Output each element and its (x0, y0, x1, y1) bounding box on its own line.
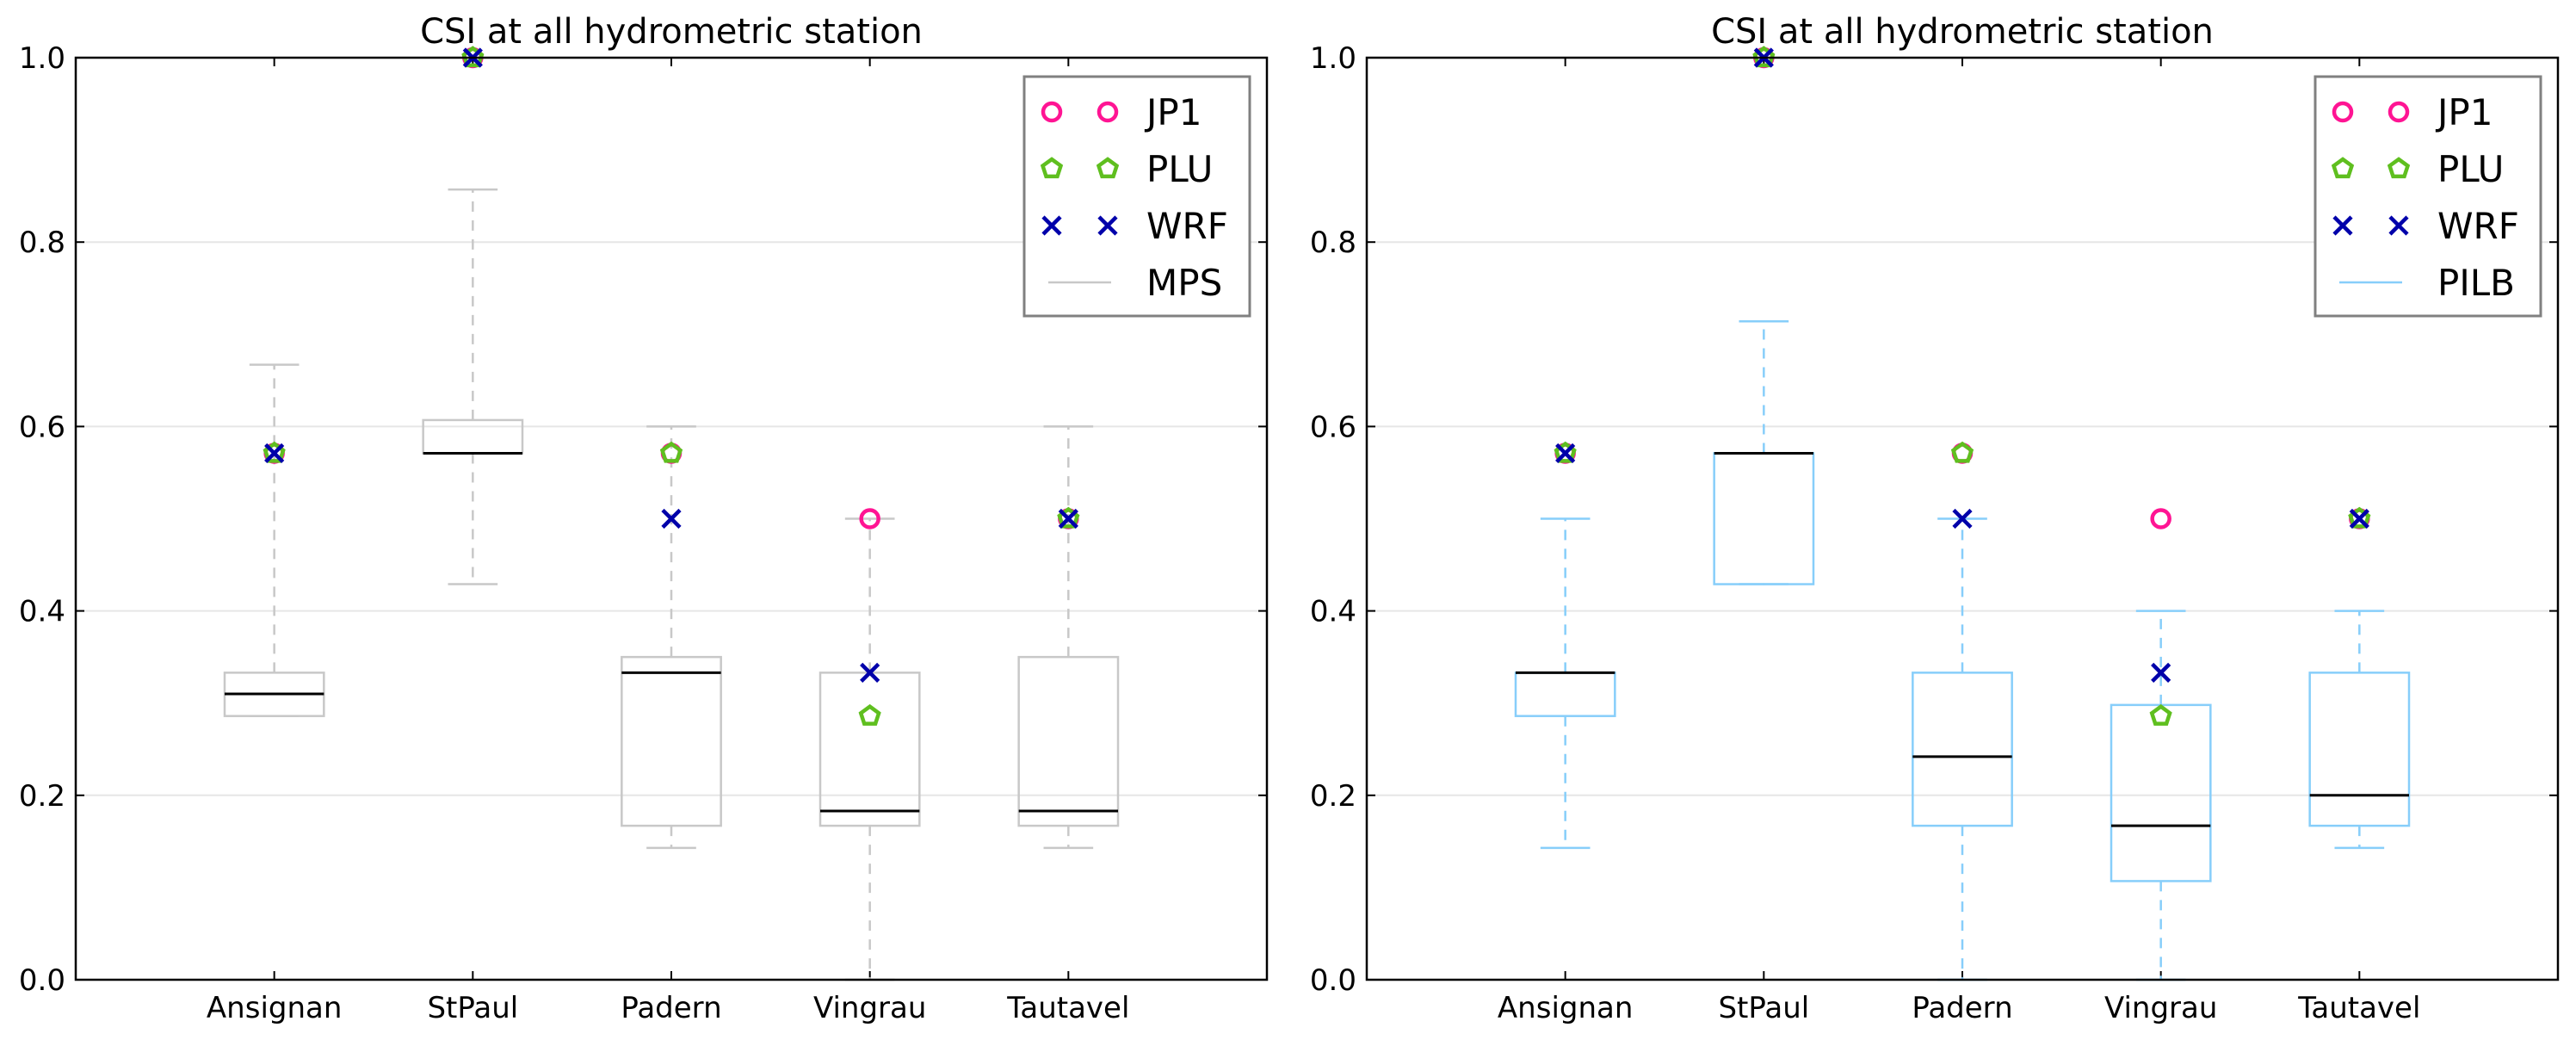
wrf-marker (264, 443, 285, 464)
y-tick-label: 0.6 (19, 410, 65, 444)
plu-marker (858, 703, 881, 726)
legend-label: PLU (1146, 148, 1213, 190)
wrf-marker (1555, 443, 1576, 464)
boxplot-ansignan (1514, 517, 1616, 850)
legend-wrf-marker (1041, 215, 1062, 236)
y-tick-label: 0.6 (1310, 410, 1356, 444)
legend-label: WRF (1146, 205, 1228, 247)
boxplot-vingrau (819, 517, 921, 981)
x-tick-label: StPaul (427, 991, 518, 1025)
x-tick-label: StPaul (1718, 991, 1809, 1025)
wrf-marker (2349, 508, 2369, 529)
boxplot-tautavel (2308, 610, 2411, 850)
boxplot-ansignan (223, 363, 325, 717)
plu-marker (461, 46, 485, 68)
legend-jp1-marker (1041, 101, 1063, 123)
y-tick-label: 1.0 (1310, 41, 1356, 76)
legend-wrf-marker (2332, 215, 2353, 236)
wrf-marker (661, 508, 682, 529)
iqr-box (2110, 703, 2212, 882)
legend-wrf-marker (2388, 215, 2409, 236)
boxplot-stpaul (1713, 320, 1815, 585)
legend-plu-marker (2331, 157, 2355, 179)
chart-panel-2: CSI at all hydrometric station 0.0 0.2 0.4 0… (1310, 12, 2560, 1025)
iqr-box (2308, 672, 2411, 827)
legend-plu-marker (1040, 157, 1064, 179)
legend-label: WRF (2437, 205, 2519, 247)
wrf-marker (860, 662, 880, 683)
x-tick-label: Padern (1912, 991, 2012, 1025)
x-tick-label: Vingrau (813, 991, 926, 1025)
boxplot-padern (1912, 517, 2013, 981)
plu-marker (263, 441, 286, 463)
legend-jp1-marker (2332, 101, 2354, 123)
plu-marker (659, 441, 683, 463)
legend-label: PILB (2437, 262, 2515, 304)
y-tick-label: 0.0 (19, 963, 65, 998)
legend: JP1 PLU WRF PILB (2313, 75, 2542, 318)
iqr-box (422, 418, 524, 455)
x-tick-label: Ansignan (207, 991, 342, 1025)
y-tick-label: 0.0 (1310, 963, 1356, 998)
plu-marker (2348, 506, 2371, 529)
legend-plu-marker (2387, 157, 2411, 179)
boxplot-padern (621, 425, 722, 850)
y-tick-label: 0.4 (19, 595, 65, 629)
chart-title: CSI at all hydrometric station (1711, 12, 2214, 52)
x-tick-label: Tautavel (1006, 991, 1129, 1025)
legend-frame (2313, 75, 2542, 318)
boxplot-tautavel (1017, 425, 1120, 850)
y-tick-label: 1.0 (19, 41, 65, 76)
jp1-marker (859, 508, 880, 529)
chart-panel-1: CSI at all hydrometric station 0.0 0.2 0.4 0… (19, 12, 1269, 1025)
plu-marker (1554, 441, 1577, 463)
y-tick-label: 0.8 (19, 226, 65, 260)
iqr-box (1713, 452, 1815, 585)
wrf-marker (1058, 508, 1078, 529)
x-tick-label: Vingrau (2104, 991, 2217, 1025)
legend-label: MPS (1146, 262, 1222, 304)
legend-wrf-marker (1097, 215, 1118, 236)
boxplot-stpaul (422, 188, 524, 585)
legend-label: PLU (2437, 148, 2504, 190)
y-tick-label: 0.4 (1310, 595, 1356, 629)
iqr-box (1514, 672, 1616, 717)
x-tick-label: Tautavel (2297, 991, 2420, 1025)
y-tick-label: 0.8 (1310, 226, 1356, 260)
legend-frame (1022, 75, 1251, 318)
iqr-box (819, 672, 921, 827)
chart-title: CSI at all hydrometric station (420, 12, 923, 52)
iqr-box (1912, 672, 2013, 827)
legend-label: JP1 (2435, 91, 2493, 133)
y-tick-label: 0.2 (19, 779, 65, 814)
plu-marker (1752, 46, 1776, 68)
legend: JP1 PLU WRF MPS (1022, 75, 1251, 318)
plu-marker (2149, 703, 2172, 726)
x-tick-label: Padern (621, 991, 721, 1025)
wrf-marker (1952, 508, 1973, 529)
jp1-marker (2150, 508, 2171, 529)
legend-plu-marker (1096, 157, 1120, 179)
plu-marker (1950, 441, 1974, 463)
axes-frame (74, 56, 1269, 981)
axes-frame (1365, 56, 2560, 981)
iqr-box (1017, 655, 1120, 827)
iqr-box (621, 655, 722, 827)
y-tick-label: 0.2 (1310, 779, 1356, 814)
wrf-marker (2151, 662, 2171, 683)
x-tick-label: Ansignan (1498, 991, 1633, 1025)
plu-marker (1057, 506, 1080, 529)
legend-jp1-marker (1096, 101, 1119, 123)
legend-jp1-marker (2388, 101, 2410, 123)
legend-label: JP1 (1144, 91, 1202, 133)
